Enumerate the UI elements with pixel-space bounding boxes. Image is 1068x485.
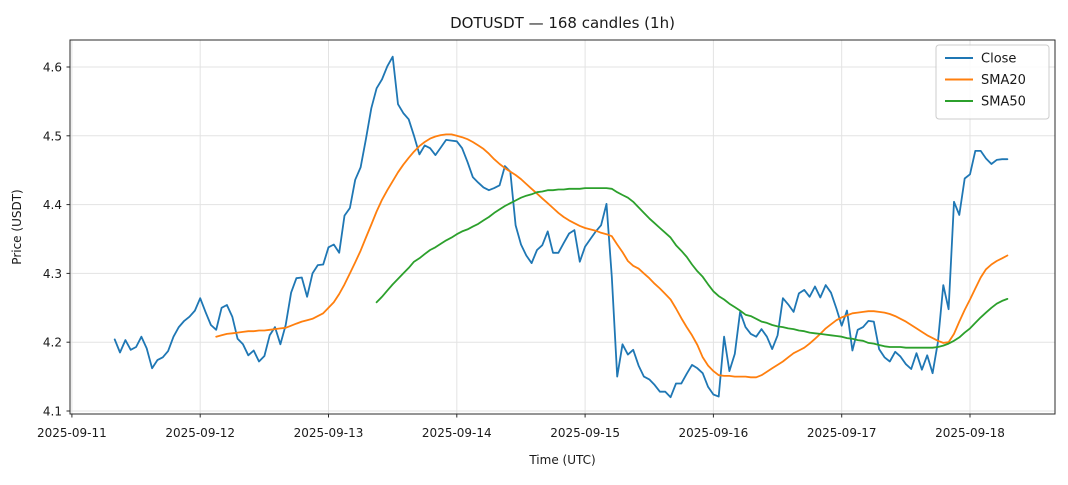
x-tick-label: 2025-09-17 (807, 426, 877, 440)
grid (70, 40, 1055, 414)
y-axis: 4.1 4.2 4.3 4.4 4.5 4.6 (43, 61, 70, 419)
legend-item-sma20: SMA20 (945, 73, 1026, 88)
x-tick-label: 2025-09-14 (422, 426, 492, 440)
legend: Close SMA20 SMA50 (935, 44, 1050, 120)
x-tick-label: 2025-09-11 (37, 426, 107, 440)
y-tick-label: 4.2 (43, 336, 62, 350)
legend-item-close: Close (945, 52, 1016, 67)
x-tick-label: 2025-09-13 (294, 426, 364, 440)
x-axis-label: Time (UTC) (528, 453, 595, 467)
plot-border (69, 39, 1056, 415)
y-axis-label: Price (USDT) (10, 189, 24, 264)
y-tick-label: 4.4 (43, 198, 62, 212)
chart-title: DOTUSDT — 168 candles (1h) (450, 14, 675, 32)
legend-label: Close (981, 52, 1016, 67)
y-tick-label: 4.6 (43, 61, 62, 75)
close-line (113, 55, 1009, 399)
x-tick-label: 2025-09-15 (550, 426, 620, 440)
sma50-line (375, 187, 1009, 349)
x-tick-label: 2025-09-18 (935, 426, 1005, 440)
sma20-line (215, 133, 1009, 379)
legend-item-sma50: SMA50 (945, 95, 1026, 110)
x-axis: 2025-09-11 2025-09-12 2025-09-13 2025-09-14… (37, 414, 1005, 440)
legend-label: SMA20 (981, 73, 1026, 88)
y-tick-label: 4.3 (43, 267, 62, 281)
y-tick-label: 4.1 (43, 405, 62, 419)
y-tick-label: 4.5 (43, 129, 62, 143)
legend-label: SMA50 (981, 95, 1026, 110)
x-tick-label: 2025-09-16 (679, 426, 749, 440)
x-tick-label: 2025-09-12 (165, 426, 235, 440)
series-lines (113, 55, 1009, 399)
